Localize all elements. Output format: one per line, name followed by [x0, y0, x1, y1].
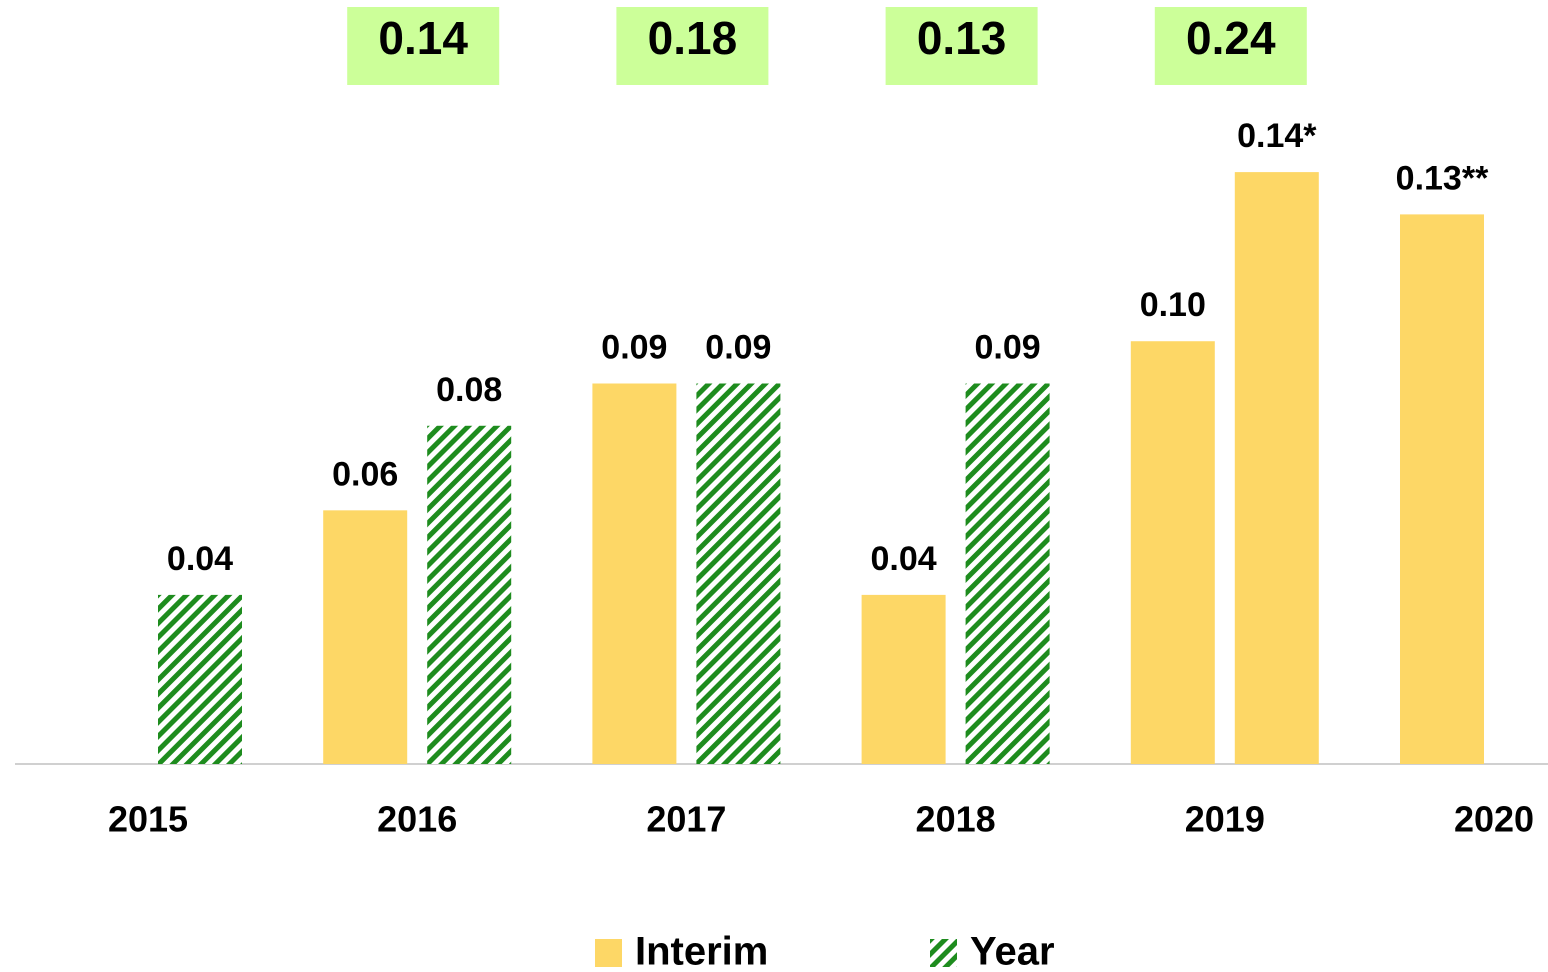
total-label: 0.24: [1186, 12, 1276, 64]
total-box: [1154, 7, 1307, 85]
total-label: 0.14: [378, 12, 468, 64]
total-box: [885, 7, 1038, 85]
x-tick-label: 2016: [377, 799, 457, 840]
value-label: 0.09: [601, 328, 667, 366]
bar: [696, 383, 781, 764]
value-label: 0.09: [705, 328, 771, 366]
bar: [1130, 341, 1215, 764]
bar: [965, 383, 1050, 764]
legend-swatch: [595, 939, 622, 967]
bar: [861, 594, 946, 764]
value-label: 0.06: [332, 455, 398, 493]
value-label: 0.14*: [1237, 117, 1317, 155]
bar: [158, 594, 242, 764]
legend-label: Year: [970, 930, 1055, 972]
bar: [1400, 214, 1484, 764]
total-box: [347, 7, 500, 85]
value-label: 0.04: [167, 540, 233, 578]
value-label: 0.10: [1140, 286, 1206, 324]
bar: [592, 383, 677, 764]
bar: [323, 510, 408, 764]
bar: [1234, 172, 1319, 765]
value-label: 0.04: [871, 540, 937, 578]
x-tick-label: 2019: [1185, 799, 1265, 840]
total-box: [616, 7, 769, 85]
value-label: 0.09: [975, 328, 1041, 366]
legend-swatch: [930, 939, 957, 967]
value-label: 0.08: [436, 371, 502, 409]
bar: [427, 425, 512, 764]
x-tick-label: 2020: [1454, 799, 1534, 840]
value-label: 0.13**: [1396, 159, 1489, 197]
x-tick-label: 2018: [916, 799, 996, 840]
total-label: 0.13: [917, 12, 1007, 64]
x-tick-label: 2015: [108, 799, 188, 840]
legend-label: Interim: [635, 930, 768, 972]
total-label: 0.18: [648, 12, 738, 64]
x-tick-label: 2017: [646, 799, 726, 840]
